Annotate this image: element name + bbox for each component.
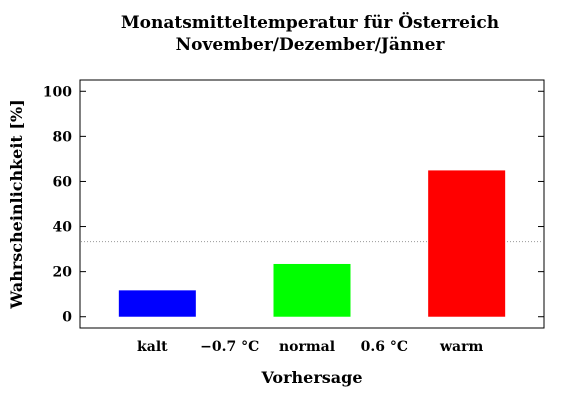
y-tick-label: 40 [53,220,73,236]
x-tick-label-normal: normal [279,339,335,355]
bar-normal [273,263,351,317]
plot-area: 0 20 40 60 80 100 kalt normal warm −0.7 °C 0.6 °C [43,79,545,355]
x-axis-label: Vorhersage [260,368,362,387]
chart-subtitle: November/Dezember/Jänner [176,35,446,55]
y-tick-label: 20 [53,265,73,281]
x-threshold-label: −0.7 °C [200,339,259,355]
y-tick-label: 100 [43,84,72,100]
y-tick-label: 80 [53,129,73,145]
y-tick-label: 60 [53,174,73,190]
x-tick-label-kalt: kalt [137,339,168,355]
y-axis-label: Wahrscheinlichkeit [%] [7,99,26,309]
bar-kalt [118,290,196,317]
chart-title: Monatsmitteltemperatur für Österreich [121,12,499,33]
bar-warm [428,170,506,317]
y-tick-label: 0 [62,310,72,326]
x-threshold-label: 0.6 °C [361,339,408,355]
x-tick-label-warm: warm [439,339,483,355]
plot-frame [79,79,545,329]
